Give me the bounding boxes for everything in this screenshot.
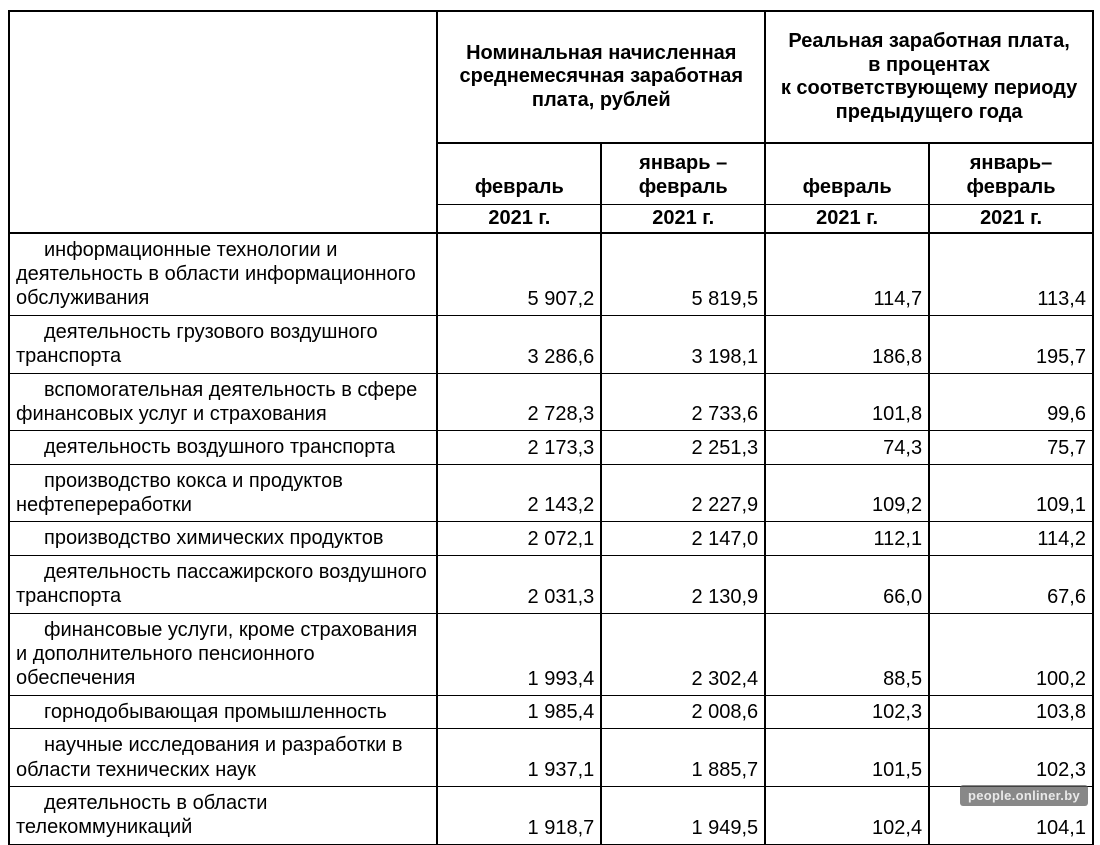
header-sub-c3: февраль: [765, 143, 929, 204]
row-value-c3: 101,8: [765, 373, 929, 431]
row-value-c4: 102,3: [929, 729, 1093, 787]
row-value-c4: 75,7: [929, 431, 1093, 464]
row-value-c2: 2 251,3: [601, 431, 765, 464]
row-label-text: вспомогательная деятельность в сфере фин…: [16, 379, 417, 425]
row-value-c3: 102,4: [765, 786, 929, 844]
row-value-c2: 2 147,0: [601, 522, 765, 555]
row-value-c1: 2 173,3: [437, 431, 601, 464]
row-value-c2: 1 949,5: [601, 786, 765, 844]
row-value-c3: 186,8: [765, 315, 929, 373]
row-label: информационные технологии и деятельность…: [9, 233, 437, 316]
row-label-text: горнодобывающая промышленность: [44, 701, 387, 723]
row-label: горнодобывающая промышленность: [9, 695, 437, 728]
row-label: финансовые услуги, кроме страхования и д…: [9, 613, 437, 695]
row-label: деятельность грузового воздушного трансп…: [9, 315, 437, 373]
table-row: горнодобывающая промышленность 1 985,42 0…: [9, 695, 1093, 728]
table-row: производство химических продуктов 2 072,1…: [9, 522, 1093, 555]
table-row: деятельность пассажирского воздушного тр…: [9, 555, 1093, 613]
row-value-c3: 112,1: [765, 522, 929, 555]
row-value-c2: 2 227,9: [601, 464, 765, 522]
table-row: производство кокса и продуктов нефтепере…: [9, 464, 1093, 522]
header-sub-c1: февраль: [437, 143, 601, 204]
header-group-real: Реальная заработная плата, в процентах к…: [765, 11, 1093, 143]
row-value-c2: 5 819,5: [601, 233, 765, 316]
row-label: деятельность воздушного транспорта: [9, 431, 437, 464]
salary-table: Номинальная начисленная среднемесячная з…: [8, 10, 1094, 845]
row-label-text: деятельность пассажирского воздушного тр…: [16, 561, 427, 607]
table-row: деятельность грузового воздушного трансп…: [9, 315, 1093, 373]
header-sub-c4: январь– февраль: [929, 143, 1093, 204]
row-value-c1: 1 918,7: [437, 786, 601, 844]
table-row: информационные технологии и деятельность…: [9, 233, 1093, 316]
row-value-c4: 103,8: [929, 695, 1093, 728]
row-label-text: деятельность грузового воздушного трансп…: [16, 321, 378, 367]
page: Номинальная начисленная среднемесячная з…: [0, 0, 1100, 826]
row-label: научные исследования и разработки в обла…: [9, 729, 437, 787]
header-empty: [9, 11, 437, 233]
row-label: производство кокса и продуктов нефтепере…: [9, 464, 437, 522]
row-value-c3: 74,3: [765, 431, 929, 464]
row-value-c3: 101,5: [765, 729, 929, 787]
table-body: информационные технологии и деятельность…: [9, 233, 1093, 845]
row-value-c2: 2 008,6: [601, 695, 765, 728]
row-value-c1: 1 993,4: [437, 613, 601, 695]
table-row: деятельность воздушного транспорта 2 173,…: [9, 431, 1093, 464]
header-group-nominal: Номинальная начисленная среднемесячная з…: [437, 11, 765, 143]
watermark: people.onliner.by: [960, 785, 1088, 806]
row-label: вспомогательная деятельность в сфере фин…: [9, 373, 437, 431]
row-label-text: деятельность в области телекоммуникаций: [16, 792, 267, 838]
table-row: деятельность в области телекоммуникаций 1…: [9, 786, 1093, 844]
row-value-c4: 100,2: [929, 613, 1093, 695]
row-value-c1: 2 728,3: [437, 373, 601, 431]
header-year-c1: 2021 г.: [437, 204, 601, 233]
row-value-c1: 3 286,6: [437, 315, 601, 373]
row-label-text: информационные технологии и деятельность…: [16, 239, 416, 310]
table-row: вспомогательная деятельность в сфере фин…: [9, 373, 1093, 431]
row-label: деятельность пассажирского воздушного тр…: [9, 555, 437, 613]
row-value-c1: 2 143,2: [437, 464, 601, 522]
row-value-c2: 2 733,6: [601, 373, 765, 431]
header-year-c3: 2021 г.: [765, 204, 929, 233]
row-value-c4: 67,6: [929, 555, 1093, 613]
row-label-text: производство химических продуктов: [44, 527, 384, 549]
row-value-c1: 5 907,2: [437, 233, 601, 316]
header-sub-c2: январь – февраль: [601, 143, 765, 204]
row-value-c4: 109,1: [929, 464, 1093, 522]
row-value-c3: 102,3: [765, 695, 929, 728]
row-value-c3: 114,7: [765, 233, 929, 316]
row-value-c2: 2 130,9: [601, 555, 765, 613]
row-label: деятельность в области телекоммуникаций: [9, 786, 437, 844]
row-value-c4: 113,4: [929, 233, 1093, 316]
row-value-c4: 99,6: [929, 373, 1093, 431]
row-label-text: финансовые услуги, кроме страхования и д…: [16, 619, 417, 690]
row-value-c2: 3 198,1: [601, 315, 765, 373]
row-value-c2: 2 302,4: [601, 613, 765, 695]
header-year-c4: 2021 г.: [929, 204, 1093, 233]
row-value-c2: 1 885,7: [601, 729, 765, 787]
row-label-text: производство кокса и продуктов нефтепере…: [16, 470, 343, 516]
row-label-text: деятельность воздушного транспорта: [44, 436, 395, 458]
table-header: Номинальная начисленная среднемесячная з…: [9, 11, 1093, 233]
table-row: финансовые услуги, кроме страхования и д…: [9, 613, 1093, 695]
row-value-c1: 2 072,1: [437, 522, 601, 555]
row-value-c4: 195,7: [929, 315, 1093, 373]
row-value-c4: 114,2: [929, 522, 1093, 555]
row-value-c1: 1 937,1: [437, 729, 601, 787]
row-value-c1: 1 985,4: [437, 695, 601, 728]
header-year-c2: 2021 г.: [601, 204, 765, 233]
table-row: научные исследования и разработки в обла…: [9, 729, 1093, 787]
row-label: производство химических продуктов: [9, 522, 437, 555]
row-value-c1: 2 031,3: [437, 555, 601, 613]
row-label-text: научные исследования и разработки в обла…: [16, 734, 402, 780]
row-value-c3: 66,0: [765, 555, 929, 613]
row-value-c3: 109,2: [765, 464, 929, 522]
row-value-c3: 88,5: [765, 613, 929, 695]
